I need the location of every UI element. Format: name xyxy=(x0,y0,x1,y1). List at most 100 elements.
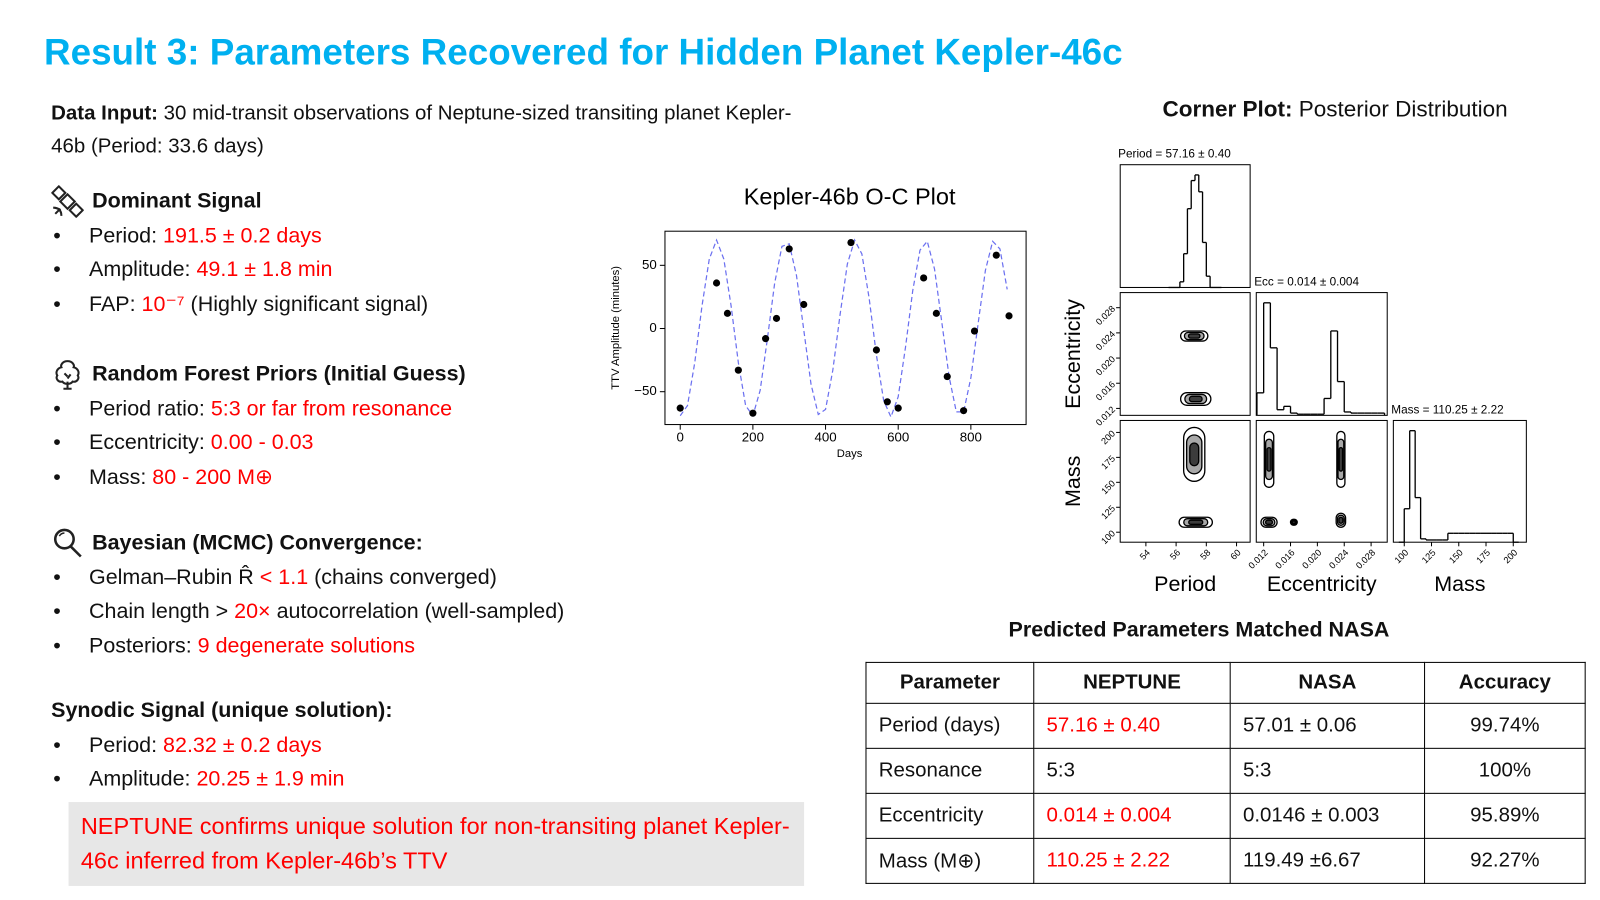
y-tick-label: 0.012 xyxy=(1094,404,1117,427)
data-point xyxy=(970,327,979,335)
item-value: 10⁻⁷ xyxy=(141,292,185,316)
corner-heading-text: Posterior Distribution xyxy=(1298,96,1508,122)
section-heading-row: Random Forest Priors (Initial Guess) xyxy=(51,357,466,391)
y-tick-label: 175 xyxy=(1099,453,1117,471)
data-input-text: 30 mid-transit observations of Neptune-s… xyxy=(51,102,792,158)
bullet-item: Period: 191.5 ± 0.2 days xyxy=(51,218,428,252)
x-tick-label: 0 xyxy=(677,429,684,444)
data-point xyxy=(734,366,742,374)
data-point xyxy=(847,238,855,247)
density-contour xyxy=(1291,520,1296,525)
table-header-cell: NASA xyxy=(1229,661,1426,704)
panel-frame xyxy=(1255,292,1388,416)
data-point xyxy=(1005,312,1013,320)
data-point xyxy=(883,398,891,406)
item-note: (chains converged) xyxy=(314,565,497,589)
data-point xyxy=(943,372,951,381)
table-cell: 0.014 ± 0.004 xyxy=(1033,792,1231,839)
x-tick-label: 600 xyxy=(887,429,909,444)
item-note: autocorrelation (well-sampled) xyxy=(276,599,565,624)
data-point xyxy=(960,407,968,415)
panel-frame xyxy=(1119,292,1251,416)
x-tick-label: 125 xyxy=(1420,547,1438,565)
item-label: Posteriors: xyxy=(89,633,192,658)
table-header-cell: NEPTUNE xyxy=(1033,661,1231,704)
data-point xyxy=(872,346,880,354)
model-curve xyxy=(679,238,1008,419)
data-input: Data Input: 30 mid-transit observations … xyxy=(51,97,798,162)
x-tick-label: 800 xyxy=(960,429,982,444)
item-value: 20.25 ± 1.9 min xyxy=(196,767,345,791)
table-cell: 110.25 ± 2.22 xyxy=(1033,837,1231,884)
data-point xyxy=(772,314,781,322)
x-axis-label: Days xyxy=(837,448,863,460)
x-axis-label: Eccentricity xyxy=(1267,572,1377,596)
bullet-item: Amplitude: 20.25 ± 1.9 min xyxy=(51,762,392,796)
bullet-item: Amplitude: 49.1 ± 1.8 min xyxy=(51,253,428,287)
item-value: 9 degenerate solutions xyxy=(197,633,416,658)
y-tick-label: 125 xyxy=(1099,503,1117,521)
panel-frame xyxy=(1255,419,1388,543)
table-cell: 92.27% xyxy=(1424,837,1586,884)
section-heading: Random Forest Priors (Initial Guess) xyxy=(92,362,466,386)
density-contour xyxy=(1266,446,1272,472)
results-table: Parameter NEPTUNE NASA Accuracy Period (day… xyxy=(865,661,1586,884)
data-point xyxy=(785,245,793,253)
y-tick-label: 0 xyxy=(649,320,656,335)
section-heading-row: Bayesian (MCMC) Convergence: xyxy=(51,526,564,560)
corner-heading: Corner Plot: Posterior Distribution xyxy=(1095,96,1576,123)
plot-frame xyxy=(664,230,1027,426)
item-label: Period ratio: xyxy=(89,396,205,420)
density-contour xyxy=(1264,519,1274,526)
panel-title: Ecc = 0.014 ± 0.004 xyxy=(1254,275,1359,288)
y-tick-label: 150 xyxy=(1099,478,1117,496)
section: Dominant Signal Period: 191.5 ± 0.2 days… xyxy=(51,184,428,321)
x-tick-label: 54 xyxy=(1138,547,1152,561)
item-value: < 1.1 xyxy=(259,565,309,589)
item-label: Amplitude: xyxy=(89,257,191,282)
y-axis-label: Mass xyxy=(1061,456,1085,507)
table-cell: 0.0146 ± 0.003 xyxy=(1229,792,1426,839)
data-input-label: Data Input: xyxy=(51,102,158,125)
corner-heading-label: Corner Plot: xyxy=(1162,96,1293,122)
table-cell: Period (days) xyxy=(865,702,1035,749)
table-header-cell: Parameter xyxy=(865,661,1035,704)
item-value: 5:3 or far from resonance xyxy=(210,396,453,420)
data-point xyxy=(920,274,928,282)
slide-title: Result 3: Parameters Recovered for Hidde… xyxy=(43,30,1123,73)
item-value: 191.5 ± 0.2 days xyxy=(163,223,322,248)
density-contour xyxy=(1187,333,1201,339)
satellite-icon xyxy=(51,184,84,218)
section: Random Forest Priors (Initial Guess) Per… xyxy=(51,357,466,494)
item-label: Gelman–Rubin R̂ xyxy=(89,565,254,589)
bullet-item: Posteriors: 9 degenerate solutions xyxy=(51,629,564,663)
data-point xyxy=(800,300,808,309)
x-tick-label: 400 xyxy=(814,429,836,444)
item-label: Chain length > xyxy=(89,599,229,624)
table-row: Resonance 5:3 5:3 100% xyxy=(865,747,1586,794)
data-point xyxy=(749,409,757,417)
table-cell: Mass (M⊕) xyxy=(865,837,1035,884)
data-point xyxy=(676,404,684,412)
y-tick-label: 100 xyxy=(1099,528,1117,546)
chart-title: Kepler-46b O-C Plot xyxy=(744,184,956,210)
table-title: Predicted Parameters Matched NASA xyxy=(1008,617,1390,642)
section-heading: Dominant Signal xyxy=(92,189,262,213)
y-tick-label: 0.020 xyxy=(1094,354,1117,377)
panel-title: Mass = 110.25 ± 2.22 xyxy=(1391,403,1503,416)
item-label: Mass: xyxy=(89,464,147,489)
x-tick-label: 0.012 xyxy=(1247,547,1270,570)
table-cell: 99.74% xyxy=(1424,702,1586,749)
bullet-item: Chain length > 20× autocorrelation (well… xyxy=(51,594,564,628)
x-tick-label: 0.028 xyxy=(1354,547,1377,570)
y-axis-label: TTV Amplitude (minutes) xyxy=(610,266,622,390)
data-point xyxy=(894,404,902,412)
table-row: Eccentricity 0.014 ± 0.004 0.0146 ± 0.003 9… xyxy=(865,792,1586,839)
y-tick-label: 50 xyxy=(642,257,657,272)
x-tick-label: 56 xyxy=(1168,547,1182,561)
density-contour xyxy=(1188,519,1204,526)
item-label: Eccentricity: xyxy=(89,430,205,455)
item-value: 0.00 - 0.03 xyxy=(210,430,314,455)
x-tick-label: 200 xyxy=(742,429,764,444)
